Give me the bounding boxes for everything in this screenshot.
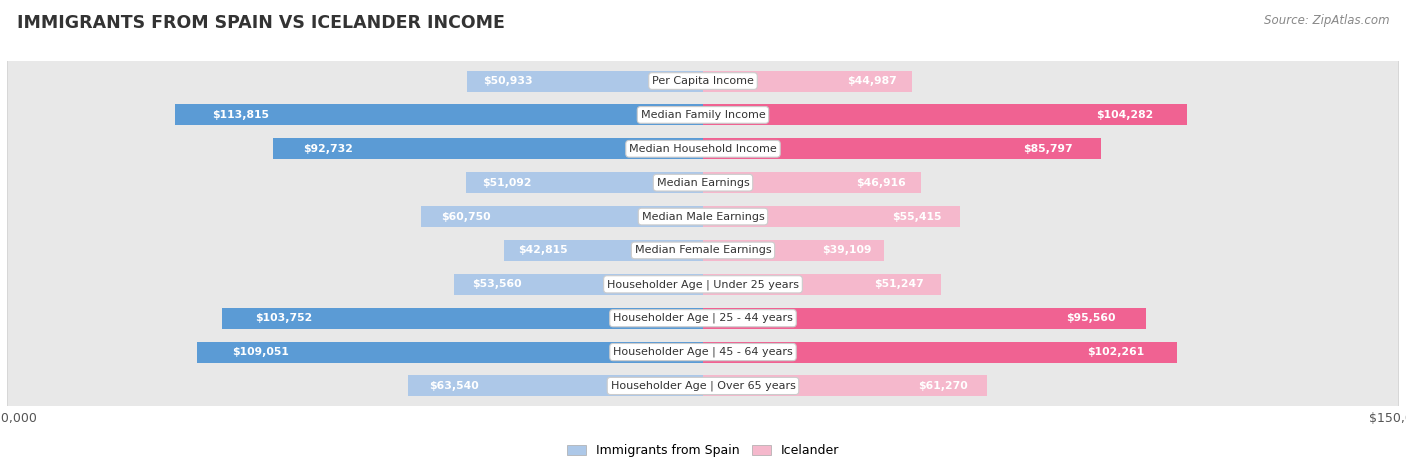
Text: $85,797: $85,797 bbox=[1024, 144, 1073, 154]
FancyBboxPatch shape bbox=[7, 0, 1399, 467]
Bar bbox=[222, 308, 703, 329]
Text: $50,933: $50,933 bbox=[484, 76, 533, 86]
Bar bbox=[703, 308, 1146, 329]
Text: $51,247: $51,247 bbox=[875, 279, 924, 290]
Bar bbox=[703, 172, 921, 193]
Bar bbox=[408, 375, 703, 396]
Text: $103,752: $103,752 bbox=[256, 313, 312, 323]
Legend: Immigrants from Spain, Icelander: Immigrants from Spain, Icelander bbox=[562, 439, 844, 462]
Text: $39,109: $39,109 bbox=[823, 246, 872, 255]
Bar bbox=[703, 206, 960, 227]
Text: Householder Age | 25 - 44 years: Householder Age | 25 - 44 years bbox=[613, 313, 793, 324]
Bar bbox=[454, 274, 703, 295]
Text: $113,815: $113,815 bbox=[212, 110, 269, 120]
Text: Median Male Earnings: Median Male Earnings bbox=[641, 212, 765, 221]
Bar bbox=[703, 375, 987, 396]
Bar bbox=[197, 341, 703, 362]
FancyBboxPatch shape bbox=[7, 0, 1399, 467]
FancyBboxPatch shape bbox=[7, 0, 1399, 467]
Text: $102,261: $102,261 bbox=[1087, 347, 1144, 357]
Bar bbox=[505, 240, 703, 261]
Text: $44,987: $44,987 bbox=[848, 76, 897, 86]
FancyBboxPatch shape bbox=[7, 0, 1399, 467]
Bar bbox=[703, 71, 911, 92]
Text: $53,560: $53,560 bbox=[472, 279, 522, 290]
Text: $42,815: $42,815 bbox=[519, 246, 568, 255]
Text: Source: ZipAtlas.com: Source: ZipAtlas.com bbox=[1264, 14, 1389, 27]
FancyBboxPatch shape bbox=[7, 0, 1399, 467]
Bar bbox=[703, 105, 1187, 126]
Bar bbox=[422, 206, 703, 227]
Bar bbox=[273, 138, 703, 159]
FancyBboxPatch shape bbox=[7, 0, 1399, 467]
Text: $46,916: $46,916 bbox=[856, 177, 905, 188]
Text: $55,415: $55,415 bbox=[893, 212, 942, 221]
Text: $63,540: $63,540 bbox=[429, 381, 478, 391]
Text: Householder Age | Over 65 years: Householder Age | Over 65 years bbox=[610, 381, 796, 391]
Bar bbox=[703, 240, 884, 261]
Text: $104,282: $104,282 bbox=[1095, 110, 1153, 120]
Text: Median Earnings: Median Earnings bbox=[657, 177, 749, 188]
Bar bbox=[703, 138, 1101, 159]
Text: $61,270: $61,270 bbox=[918, 381, 967, 391]
Text: Median Family Income: Median Family Income bbox=[641, 110, 765, 120]
FancyBboxPatch shape bbox=[7, 0, 1399, 467]
Text: IMMIGRANTS FROM SPAIN VS ICELANDER INCOME: IMMIGRANTS FROM SPAIN VS ICELANDER INCOM… bbox=[17, 14, 505, 32]
Text: Per Capita Income: Per Capita Income bbox=[652, 76, 754, 86]
Bar bbox=[703, 274, 941, 295]
FancyBboxPatch shape bbox=[7, 0, 1399, 467]
Text: $95,560: $95,560 bbox=[1066, 313, 1115, 323]
Text: Median Female Earnings: Median Female Earnings bbox=[634, 246, 772, 255]
Text: $109,051: $109,051 bbox=[232, 347, 290, 357]
FancyBboxPatch shape bbox=[7, 0, 1399, 467]
Text: Householder Age | 45 - 64 years: Householder Age | 45 - 64 years bbox=[613, 347, 793, 357]
Bar bbox=[174, 105, 703, 126]
Text: Median Household Income: Median Household Income bbox=[628, 144, 778, 154]
Text: Householder Age | Under 25 years: Householder Age | Under 25 years bbox=[607, 279, 799, 290]
FancyBboxPatch shape bbox=[7, 0, 1399, 467]
Text: $51,092: $51,092 bbox=[482, 177, 531, 188]
Text: $60,750: $60,750 bbox=[441, 212, 491, 221]
Bar bbox=[465, 172, 703, 193]
Bar bbox=[703, 341, 1177, 362]
Text: $92,732: $92,732 bbox=[302, 144, 353, 154]
Bar bbox=[467, 71, 703, 92]
